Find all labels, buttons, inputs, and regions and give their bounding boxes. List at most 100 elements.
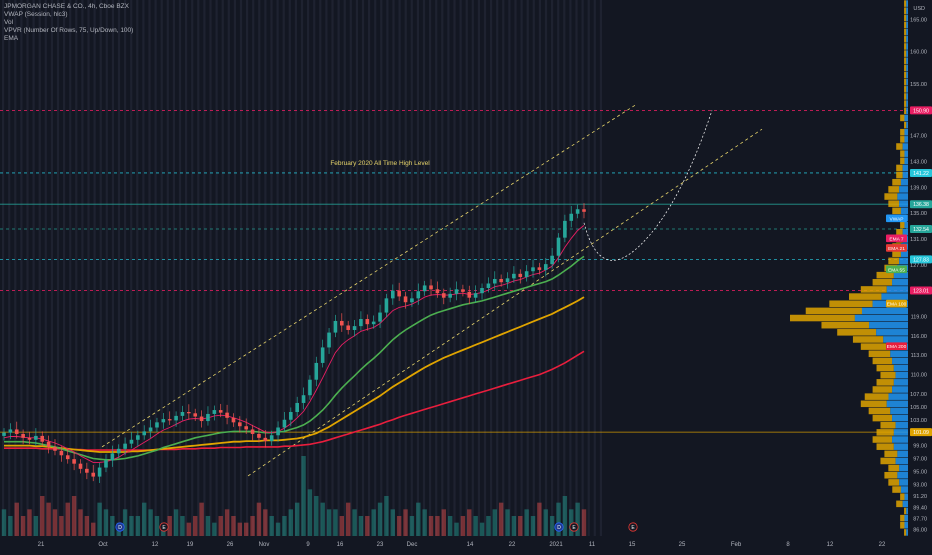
session-stripe	[349, 0, 352, 536]
x-tick-label: Nov	[259, 542, 270, 548]
study-vol[interactable]: Vol	[4, 19, 14, 26]
symbol-title[interactable]: JPMORGAN CHASE & CO., 4h, Cboe BZX	[4, 3, 129, 10]
ema-100-line	[4, 296, 585, 453]
volume-bar	[224, 509, 230, 536]
vpvr-row-down	[906, 86, 908, 93]
volume-bar	[148, 509, 153, 536]
y-tick-label: 160.00	[910, 50, 927, 56]
volume-bar	[377, 502, 383, 536]
vpvr-row-up	[900, 128, 905, 136]
candle-body	[2, 432, 6, 436]
study-vwap[interactable]: VWAP (Session, hlc3)	[4, 11, 68, 18]
annotation-label: February 2020 All Time High Level	[330, 160, 430, 167]
session-stripe	[264, 0, 267, 536]
session-stripe	[14, 0, 17, 536]
candle-body	[116, 448, 121, 454]
candle-body	[46, 441, 51, 447]
volume-bar	[416, 502, 421, 536]
vpvr-row-down	[899, 479, 908, 486]
session-stripe	[69, 0, 72, 536]
indicator-tag-label: EMA 55	[888, 267, 905, 273]
study-ema[interactable]: EMA	[4, 35, 19, 42]
x-tick-label: 22	[879, 542, 886, 548]
vpvr-row-down	[886, 286, 908, 293]
candle-body	[276, 427, 280, 436]
vpvr-row-down	[861, 307, 908, 315]
session-stripe	[63, 0, 66, 536]
session-stripe	[75, 0, 78, 536]
x-tick-label: 25	[679, 542, 686, 548]
x-tick-label: Dec	[407, 542, 418, 548]
vpvr-row-down	[906, 50, 908, 57]
candle-body	[231, 417, 236, 423]
session-stripe	[87, 0, 90, 536]
vpvr-row-up	[900, 493, 905, 500]
vpvr-row-down	[902, 228, 908, 236]
candle-body	[238, 422, 242, 427]
candle-body	[499, 278, 503, 283]
session-stripe	[32, 0, 35, 536]
session-stripe	[142, 0, 145, 536]
vpvr-row-up	[904, 71, 907, 79]
volume-bar	[46, 502, 51, 536]
y-tick-label: 99.00	[913, 444, 927, 450]
x-tick-label: 19	[187, 542, 194, 548]
vpvr-row-down	[895, 457, 908, 465]
y-tick-label: 139.00	[910, 185, 927, 191]
vpvr-row-up	[904, 86, 907, 93]
volume-bar	[180, 516, 185, 536]
vpvr-row-down	[906, 64, 908, 72]
vpvr-row-down	[869, 321, 908, 329]
level-tag-label: 136.38	[913, 202, 929, 208]
volume-bar	[396, 516, 402, 536]
vpvr-row-up	[884, 450, 898, 458]
session-stripe	[81, 0, 84, 536]
vpvr-row-up	[904, 28, 907, 36]
volume-bar	[460, 516, 466, 536]
vpvr-row-up	[896, 500, 903, 508]
volume-bar	[486, 516, 491, 536]
candle-body	[435, 289, 440, 294]
volume-bar	[135, 516, 141, 536]
volume-bar	[167, 516, 172, 536]
volume-bar	[199, 502, 204, 536]
volume-bar	[447, 516, 453, 536]
session-stripe	[215, 0, 218, 536]
candle-body	[575, 209, 580, 214]
session-stripe	[368, 0, 371, 536]
volume-bar	[435, 516, 440, 536]
volume-bar	[569, 509, 574, 536]
vpvr-row-down	[906, 100, 908, 107]
candle-body	[91, 472, 96, 477]
study-vpvr[interactable]: VPVR (Number Of Rows, 75, Up/Down, 100)	[4, 27, 134, 34]
candle-body	[448, 293, 452, 298]
session-stripe	[343, 0, 346, 536]
candle-body	[104, 460, 108, 468]
candle-body	[492, 278, 497, 284]
event-marker	[115, 522, 125, 532]
vpvr-row-up	[904, 107, 907, 115]
candle-body	[129, 439, 134, 444]
candle-body	[422, 285, 427, 292]
event-marker-letter: D	[557, 525, 561, 531]
level-tag	[910, 286, 932, 295]
event-marker	[554, 522, 564, 532]
volume-bars	[1, 456, 587, 536]
level-tag-label: 123.01	[913, 289, 929, 295]
volume-bar	[530, 516, 536, 536]
indicator-tag-label: EMA 21	[888, 246, 905, 252]
volume-bar	[14, 502, 19, 536]
vpvr-row-down	[904, 522, 908, 529]
vpvr-row-up	[904, 507, 907, 515]
vpvr-row-up	[872, 279, 893, 286]
volume-bar	[333, 509, 338, 536]
session-stripe	[490, 0, 493, 536]
session-stripe	[38, 0, 41, 536]
session-stripe	[246, 0, 249, 536]
volume-bar	[212, 522, 217, 536]
x-tick-label: 21	[38, 542, 45, 548]
candle-body	[359, 319, 363, 327]
volume-bar	[403, 509, 408, 536]
